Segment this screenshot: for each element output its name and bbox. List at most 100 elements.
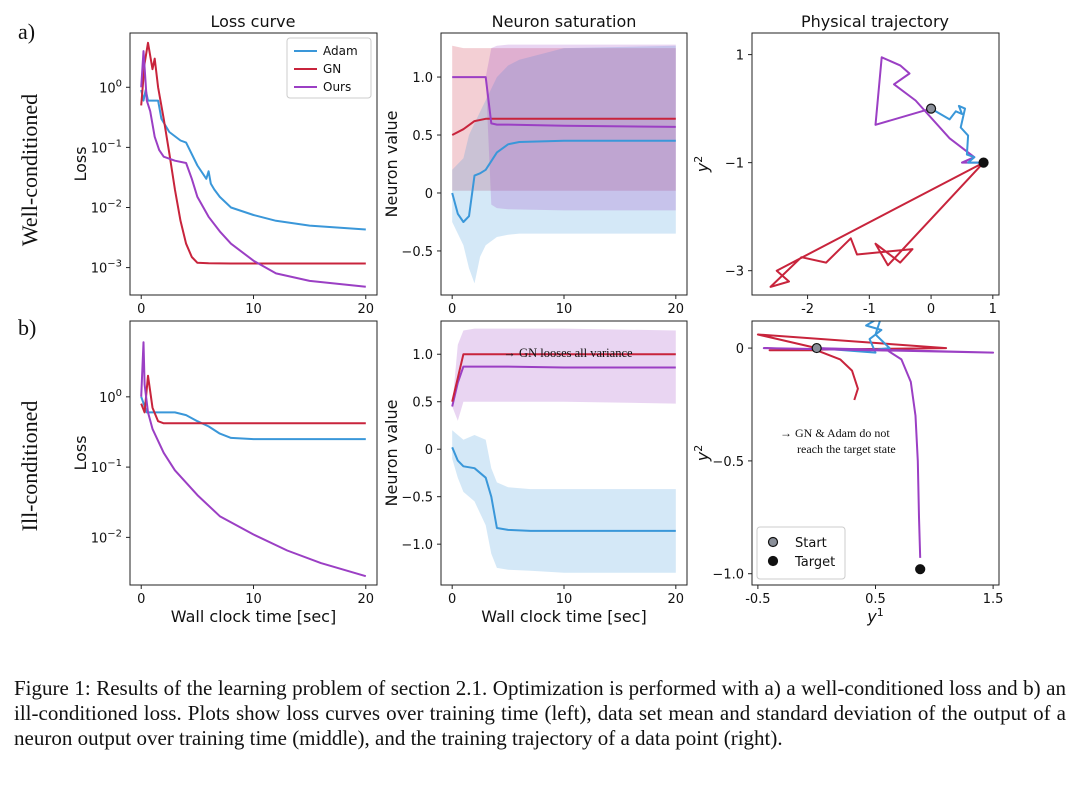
legend-box — [756, 526, 846, 580]
series-line-adam — [140, 89, 366, 231]
x-tick-label: -0.5 — [745, 592, 770, 607]
legend-box — [286, 37, 372, 99]
x-axis-label: y1 — [866, 606, 883, 626]
chart-loss-b: 0 10 20 100 10−1 10−2 Loss Wall clock time [sec… — [71, 320, 378, 626]
marker-target — [915, 564, 926, 575]
x-tick-label: 10 — [556, 302, 573, 317]
col-title-physical-trajectory: Physical trajectory — [801, 12, 949, 31]
series-line-adam — [451, 446, 676, 532]
std-band-adam — [452, 430, 676, 573]
y-axis-label: y2 — [692, 445, 712, 462]
x-tick-label: 20 — [357, 592, 374, 607]
y-tick-label: 1.0 — [412, 348, 433, 363]
legend-label-start: Start — [795, 536, 827, 551]
y-tick-label: 0.5 — [412, 129, 433, 144]
x-tick-label: 10 — [245, 592, 262, 607]
chart-traj-a: -2 -1 0 1 1 −1 −3 y2 — [692, 32, 1000, 317]
y-tick-label: 10−1 — [91, 458, 122, 476]
x-tick-label: 0 — [927, 302, 935, 317]
x-tick-label: 10 — [556, 592, 573, 607]
chart-traj-b: -0.5 0.5 1.5 0 −0.5 −1.0 y2 y1 Start Target → GN &… — [692, 320, 1004, 626]
axes-frame — [129, 320, 378, 586]
x-tick-label: -1 — [863, 302, 876, 317]
std-band-ours — [452, 328, 676, 421]
y-axis-label: Neuron value — [382, 111, 401, 218]
chart-neuron-a: 0 10 20 1.0 0.5 0 −0.5 Neuron value — [382, 32, 688, 317]
x-tick-label: 0 — [137, 302, 145, 317]
x-tick-label: -2 — [801, 302, 814, 317]
y-axis-label: y2 — [692, 156, 712, 173]
plot-area-traj-a — [769, 56, 989, 288]
x-axis-label: Wall clock time [sec] — [171, 607, 336, 626]
series-line-adam — [816, 321, 891, 354]
x-tick-label: 20 — [668, 592, 685, 607]
series-line-gn — [140, 374, 366, 425]
x-tick-label: 0 — [448, 302, 456, 317]
plot-area-loss-b — [140, 341, 367, 578]
std-band-ours — [452, 44, 676, 211]
annotation-gn-variance: → GN looses all variance — [503, 346, 633, 360]
axes-frame — [751, 32, 1000, 296]
y-tick-label: 100 — [99, 388, 122, 406]
x-tick-label: 0 — [448, 592, 456, 607]
x-tick-label: 1 — [989, 302, 997, 317]
y-tick-label: 10−1 — [91, 138, 122, 156]
series-line-gn — [451, 353, 676, 402]
y-tick-label: −0.5 — [401, 245, 433, 260]
series-line-ours — [140, 50, 366, 288]
row-label-b: b) — [18, 315, 36, 340]
y-tick-label: 1.0 — [412, 71, 433, 86]
std-band-adam — [452, 45, 676, 284]
chart-neuron-b: 0 10 20 1.0 0.5 0 −0.5 −1.0 Neuron value Wall clo… — [382, 320, 688, 626]
x-tick-label: 0.5 — [865, 592, 886, 607]
legend-label-ours: Ours — [323, 80, 351, 94]
y-axis-label: Loss — [71, 146, 90, 181]
series-line-gn — [756, 333, 948, 401]
y-tick-label: 0 — [736, 342, 744, 357]
y-axis-label: Loss — [71, 435, 90, 470]
chart-loss-a: 0 10 20 100 10−1 10−2 10−3 Loss Adam GN Ours — [71, 32, 378, 317]
legend-label-target: Target — [794, 555, 835, 570]
series-line-ours — [452, 76, 676, 128]
plot-area-neuron-b — [451, 328, 676, 573]
y-tick-label: −3 — [725, 265, 744, 280]
col-title-neuron-saturation: Neuron saturation — [492, 12, 637, 31]
legend-label-gn: GN — [323, 62, 341, 76]
y-tick-label: −1.0 — [712, 568, 744, 583]
row-title-well-conditioned: Well-conditioned — [17, 94, 42, 246]
figure-canvas: a) b) Well-conditioned Ill-conditioned L… — [17, 12, 1004, 626]
series-line-gn — [769, 161, 985, 288]
y-tick-label: 1 — [736, 49, 744, 64]
y-tick-label: 0.5 — [412, 396, 433, 411]
plot-area-loss-a — [140, 41, 366, 288]
y-tick-label: 0 — [425, 443, 433, 458]
x-tick-label: 1.5 — [983, 592, 1004, 607]
legend-marker-start — [767, 536, 779, 548]
series-line-gn — [140, 41, 366, 265]
annotation-line-0: → GN & Adam do not — [780, 426, 890, 440]
x-tick-label: 20 — [668, 302, 685, 317]
y-tick-label: 10−2 — [91, 198, 122, 216]
x-tick-label: 20 — [357, 302, 374, 317]
plot-area-traj-b — [756, 321, 995, 575]
annotation-line-1: reach the target state — [797, 442, 896, 456]
y-axis-label: Neuron value — [382, 400, 401, 507]
x-axis-label: Wall clock time [sec] — [481, 607, 646, 626]
x-tick-label: 0 — [137, 592, 145, 607]
row-label-a: a) — [18, 19, 35, 44]
marker-start — [811, 342, 822, 354]
y-tick-label: −1.0 — [401, 538, 433, 553]
series-line-ours — [451, 365, 676, 407]
figure-caption: Figure 1: Results of the learning proble… — [14, 676, 1066, 750]
series-line-adam — [930, 104, 984, 164]
legend-marker-target — [767, 555, 779, 567]
series-line-ours — [874, 56, 984, 164]
y-tick-label: 10−2 — [91, 528, 122, 546]
y-tick-label: −0.5 — [712, 455, 744, 470]
series-line-ours — [762, 347, 995, 558]
y-tick-label: 10−3 — [91, 259, 122, 277]
series-line-adam — [451, 139, 676, 223]
series-line-ours — [140, 341, 367, 578]
marker-target — [978, 157, 989, 168]
